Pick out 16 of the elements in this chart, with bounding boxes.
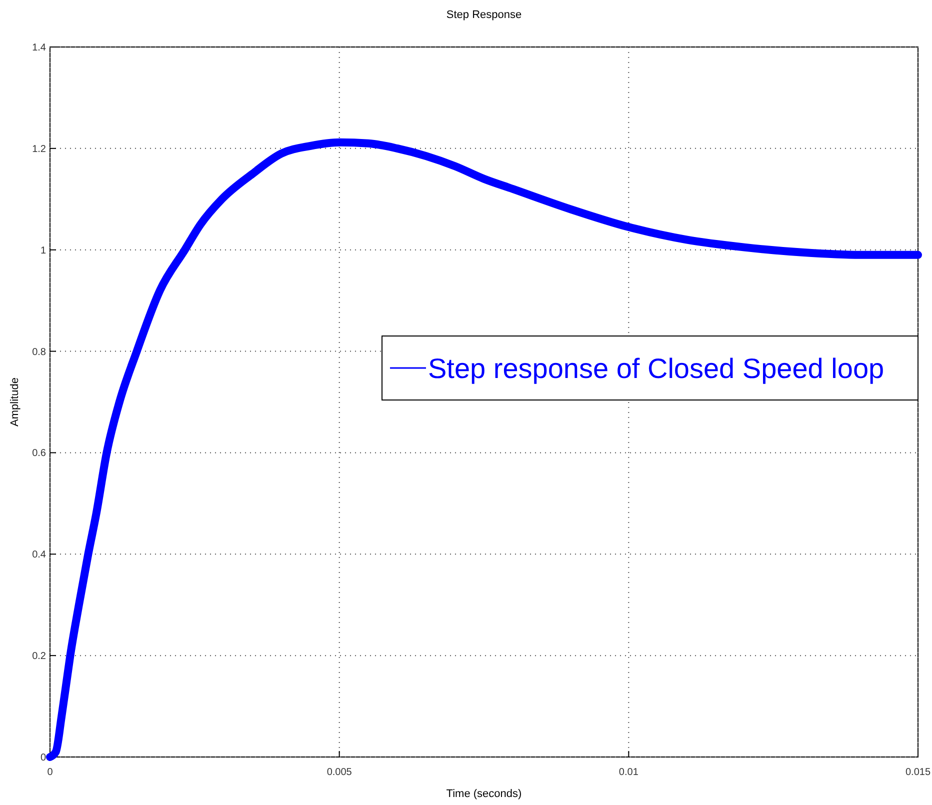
y-tick-label: 0.4 — [32, 550, 46, 561]
y-axis-title: Amplitude — [9, 378, 21, 426]
x-tick-label: 0.015 — [905, 767, 931, 778]
y-tick-label: 0.2 — [32, 651, 46, 662]
y-tick-label: 0.8 — [32, 346, 46, 358]
x-tick-label: 0 — [47, 767, 54, 778]
y-tick-label: 1.2 — [32, 144, 46, 155]
legend-label: Step response of Closed Speed loop — [428, 352, 884, 384]
y-tick-label: 0 — [40, 752, 46, 764]
x-tick-label: 0.005 — [326, 767, 352, 778]
y-tick-label: 1 — [40, 245, 46, 256]
y-tick-label: 0.6 — [32, 448, 46, 460]
y-tick-label: 1.4 — [32, 42, 46, 54]
chart-title: Step Response — [446, 9, 522, 21]
x-axis-title: Time (seconds) — [446, 788, 522, 800]
x-tick-label: 0.01 — [618, 767, 639, 778]
